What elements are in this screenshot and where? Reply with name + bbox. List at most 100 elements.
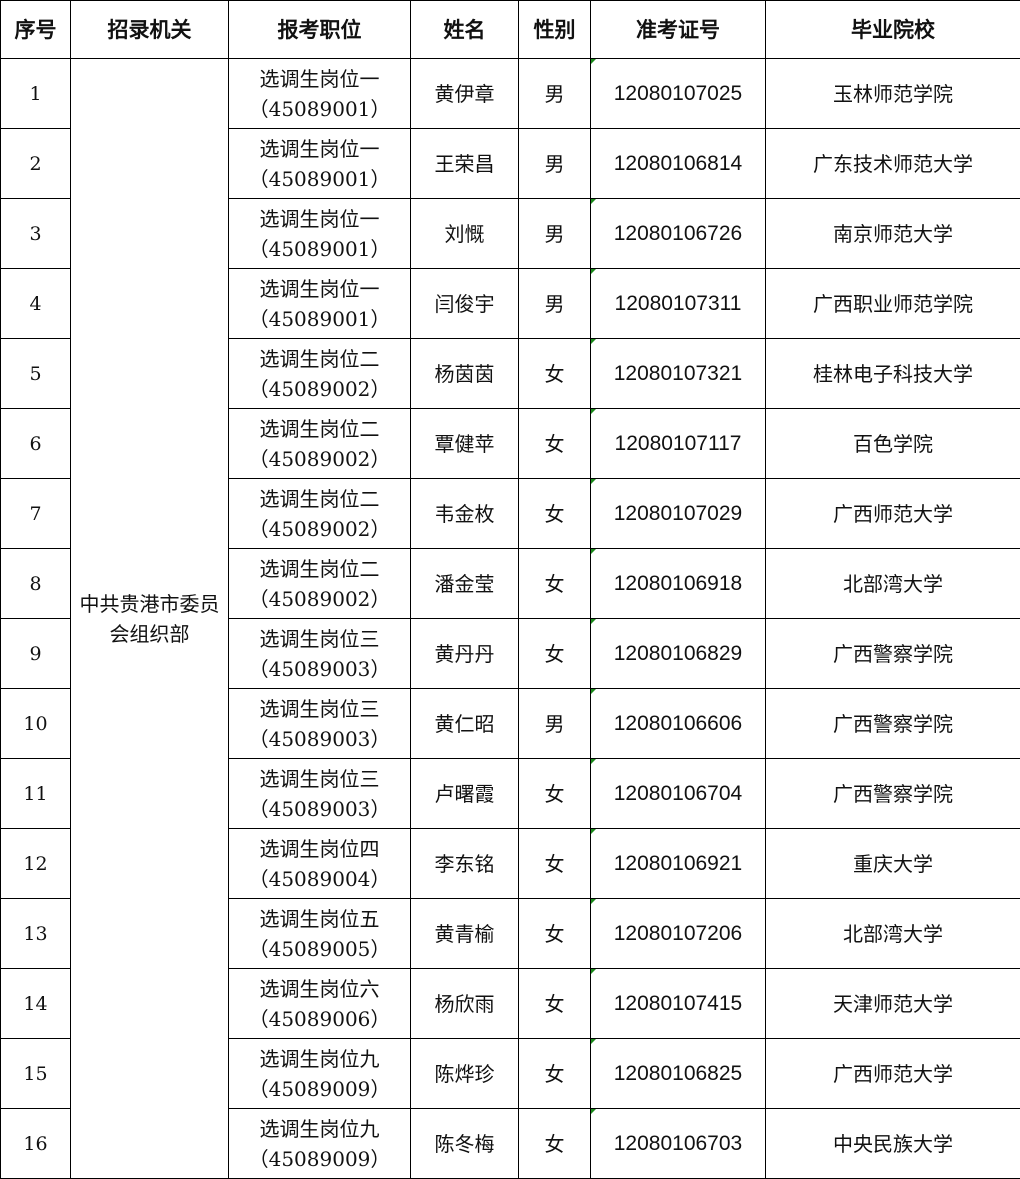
gender-cell: 女 [519,409,591,479]
position-label: 选调生岗位三 [229,694,410,724]
seq-cell: 12 [1,829,71,899]
position-cell: 选调生岗位一（45089001） [229,269,411,339]
gender-cell: 女 [519,1109,591,1179]
position-cell: 选调生岗位二（45089002） [229,549,411,619]
seq-cell: 1 [1,59,71,129]
position-code: （45089001） [229,234,410,264]
position-cell: 选调生岗位六（45089006） [229,969,411,1039]
name-cell: 杨茵茵 [411,339,519,409]
exam-id: 12080106814 [614,152,742,175]
text-number-indicator-icon [591,1109,596,1114]
exam-id-cell: 12080107117 [591,409,766,479]
name-cell: 黄青榆 [411,899,519,969]
position-cell: 选调生岗位三（45089003） [229,619,411,689]
seq-cell: 13 [1,899,71,969]
school-cell: 广西警察学院 [766,759,1020,829]
school-cell: 广东技术师范大学 [766,129,1020,199]
header-exam-id: 准考证号 [591,1,766,59]
position-code: （45089001） [229,94,410,124]
position-cell: 选调生岗位四（45089004） [229,829,411,899]
seq-cell: 3 [1,199,71,269]
exam-id-cell: 12080106726 [591,199,766,269]
school-cell: 广西警察学院 [766,619,1020,689]
exam-id: 12080106825 [614,1062,742,1085]
name-cell: 卢曙霞 [411,759,519,829]
text-number-indicator-icon [591,689,596,694]
school-cell: 广西师范大学 [766,1039,1020,1109]
seq-cell: 11 [1,759,71,829]
position-cell: 选调生岗位三（45089003） [229,689,411,759]
gender-cell: 女 [519,829,591,899]
name-cell: 李东铭 [411,829,519,899]
header-name: 姓名 [411,1,519,59]
gender-cell: 女 [519,969,591,1039]
exam-id-cell: 12080106704 [591,759,766,829]
school-cell: 中央民族大学 [766,1109,1020,1179]
position-code: （45089001） [229,164,410,194]
position-code: （45089003） [229,794,410,824]
seq-cell: 5 [1,339,71,409]
position-code: （45089002） [229,514,410,544]
header-seq: 序号 [1,1,71,59]
exam-id-cell: 12080106825 [591,1039,766,1109]
name-cell: 潘金莹 [411,549,519,619]
exam-id: 12080106703 [614,1132,742,1155]
gender-cell: 男 [519,689,591,759]
position-label: 选调生岗位二 [229,554,410,584]
seq-cell: 14 [1,969,71,1039]
name-cell: 陈烨珍 [411,1039,519,1109]
position-cell: 选调生岗位一（45089001） [229,59,411,129]
position-label: 选调生岗位二 [229,344,410,374]
name-cell: 王荣昌 [411,129,519,199]
position-code: （45089002） [229,374,410,404]
exam-id: 12080107321 [614,362,742,385]
text-number-indicator-icon [591,409,596,414]
gender-cell: 女 [519,759,591,829]
text-number-indicator-icon [591,549,596,554]
position-code: （45089009） [229,1144,410,1174]
text-number-indicator-icon [591,339,596,344]
position-cell: 选调生岗位一（45089001） [229,129,411,199]
exam-id: 12080106726 [614,222,742,245]
gender-cell: 女 [519,1039,591,1109]
exam-id-cell: 12080106921 [591,829,766,899]
seq-cell: 16 [1,1109,71,1179]
position-cell: 选调生岗位九（45089009） [229,1039,411,1109]
exam-id: 12080107117 [615,432,742,455]
name-cell: 杨欣雨 [411,969,519,1039]
school-cell: 桂林电子科技大学 [766,339,1020,409]
exam-id-cell: 12080107311 [591,269,766,339]
text-number-indicator-icon [591,199,596,204]
text-number-indicator-icon [591,899,596,904]
gender-cell: 女 [519,899,591,969]
position-cell: 选调生岗位九（45089009） [229,1109,411,1179]
header-position: 报考职位 [229,1,411,59]
exam-id-cell: 12080106703 [591,1109,766,1179]
school-cell: 百色学院 [766,409,1020,479]
text-number-indicator-icon [591,1039,596,1044]
exam-id: 12080106704 [614,782,742,805]
position-code: （45089002） [229,444,410,474]
position-label: 选调生岗位九 [229,1114,410,1144]
position-code: （45089009） [229,1074,410,1104]
name-cell: 刘慨 [411,199,519,269]
position-code: （45089004） [229,864,410,894]
school-cell: 北部湾大学 [766,899,1020,969]
school-cell: 广西职业师范学院 [766,269,1020,339]
school-cell: 天津师范大学 [766,969,1020,1039]
exam-id: 12080107206 [614,922,742,945]
school-cell: 南京师范大学 [766,199,1020,269]
position-code: （45089003） [229,724,410,754]
school-cell: 玉林师范学院 [766,59,1020,129]
position-label: 选调生岗位一 [229,274,410,304]
position-label: 选调生岗位三 [229,624,410,654]
exam-id-cell: 12080107206 [591,899,766,969]
seq-cell: 8 [1,549,71,619]
position-label: 选调生岗位二 [229,414,410,444]
text-number-indicator-icon [591,59,596,64]
seq-cell: 15 [1,1039,71,1109]
name-cell: 陈冬梅 [411,1109,519,1179]
exam-id: 12080106918 [614,572,742,595]
exam-id: 12080107029 [614,502,742,525]
